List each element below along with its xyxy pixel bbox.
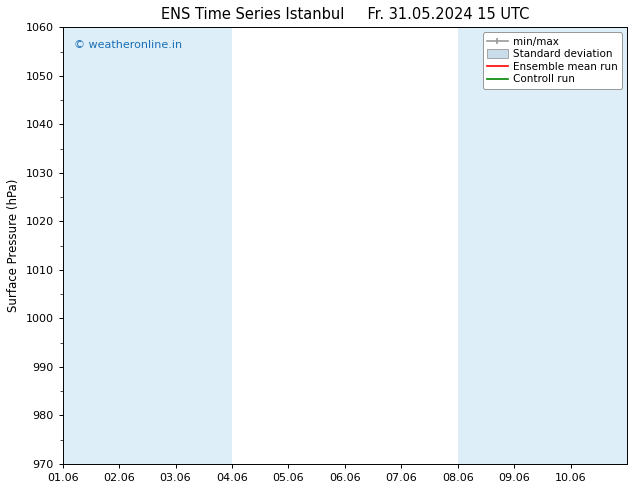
Y-axis label: Surface Pressure (hPa): Surface Pressure (hPa) (7, 179, 20, 312)
Bar (63, 27, 119, 464)
Legend: min/max, Standard deviation, Ensemble mean run, Controll run: min/max, Standard deviation, Ensemble me… (482, 32, 622, 89)
Bar (119, 27, 176, 464)
Bar (571, 27, 627, 464)
Bar (514, 27, 571, 464)
Title: ENS Time Series Istanbul     Fr. 31.05.2024 15 UTC: ENS Time Series Istanbul Fr. 31.05.2024 … (160, 7, 529, 22)
Bar (176, 27, 232, 464)
Bar (458, 27, 514, 464)
Text: © weatheronline.in: © weatheronline.in (74, 40, 182, 50)
